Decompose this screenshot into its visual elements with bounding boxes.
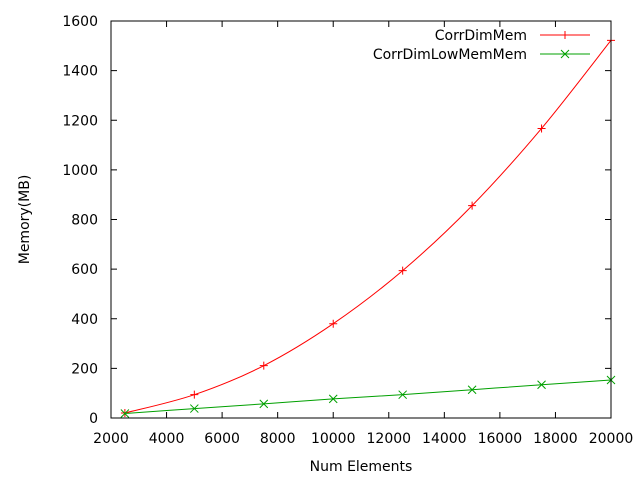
data-point <box>537 124 546 133</box>
x-tick-label: 2000 <box>93 431 129 447</box>
x-tick-label: 20000 <box>589 431 634 447</box>
x-tick-label: 12000 <box>367 431 412 447</box>
legend-marker <box>561 31 569 39</box>
y-tick-label: 400 <box>71 312 98 328</box>
x-tick-label: 4000 <box>149 431 185 447</box>
series-line <box>124 379 612 415</box>
y-tick-label: 1000 <box>62 163 98 179</box>
data-point <box>468 201 477 210</box>
x-tick-label: 8000 <box>260 431 296 447</box>
data-point <box>259 399 269 409</box>
data-point <box>537 380 546 390</box>
y-axis-label: Memory(MB) <box>17 175 33 265</box>
data-point <box>398 390 408 400</box>
y-tick-label: 1200 <box>62 113 98 129</box>
plot-frame <box>110 20 612 419</box>
legend-label: CorrDimMem <box>435 28 527 44</box>
y-tick-label: 0 <box>89 411 98 427</box>
data-point <box>398 266 407 275</box>
legend-label: CorrDimLowMemMem <box>373 47 527 63</box>
legend: CorrDimMem CorrDimLowMemMem <box>373 28 590 63</box>
x-tick-label: 18000 <box>533 431 578 447</box>
x-tick-label: 10000 <box>311 431 356 447</box>
data-point <box>259 361 268 370</box>
y-tick-label: 600 <box>71 262 98 278</box>
y-tick-label: 1400 <box>62 64 98 80</box>
data-point <box>467 385 477 395</box>
data-point <box>328 394 338 404</box>
data-point <box>190 390 199 399</box>
data-point <box>120 409 130 418</box>
series-group <box>120 36 616 418</box>
data-point <box>189 404 199 413</box>
axes-group: 2000 4000 6000 8000 10000 12000 14000 16000 1800… <box>62 14 633 447</box>
data-point <box>329 319 338 328</box>
y-tick-label: 800 <box>71 213 98 229</box>
legend-marker <box>560 49 570 59</box>
x-axis-label: Num Elements <box>310 459 413 475</box>
x-tick-label: 16000 <box>478 431 523 447</box>
y-tick-label: 1600 <box>62 14 98 30</box>
y-tick-label: 200 <box>71 361 98 377</box>
x-tick-label: 6000 <box>204 431 240 447</box>
series-2 <box>120 375 616 418</box>
x-tick-label: 14000 <box>422 431 467 447</box>
